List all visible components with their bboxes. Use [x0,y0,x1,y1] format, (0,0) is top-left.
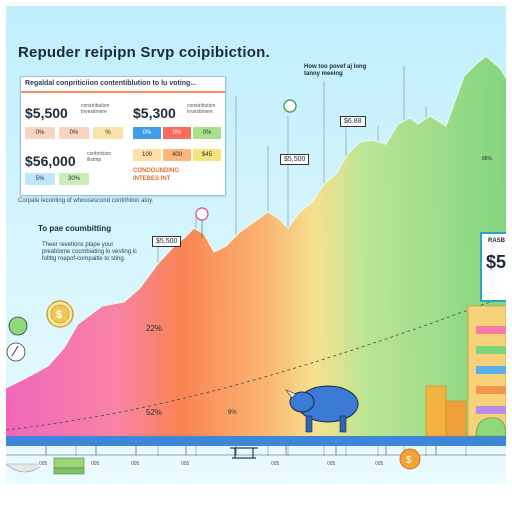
bench-icon [230,447,258,459]
amount-left-2: $56,000 [25,153,76,169]
summary-card: Regaldal conpriticiion contentiblution t… [20,76,226,196]
pill-r2-2: 0% [163,127,191,139]
pill-r1-2: 0% [59,127,89,139]
percent-label-1: 22% [146,324,163,333]
pill-r3-1: 5% [25,173,55,185]
tick-label: 005 [270,461,281,467]
dollar-coin-icon: $ [46,300,74,328]
value-tag-1: $5,500 [280,154,310,165]
note-title: To pae coumbitting [38,224,112,233]
pin-pink-icon [195,207,209,221]
amount-right: $5,300 [133,105,176,121]
tick-label: 005 [38,461,49,467]
plant-icon [475,417,506,437]
tick-label: 005 [326,461,337,467]
pill-r4-1: 100 [133,149,161,161]
amount-left-1: $5,500 [25,105,68,121]
percent-label-3: 9% [228,410,237,416]
page-title: Repuder reipipn Srvp coipibiction. [18,44,270,61]
baseline-bar [6,436,506,446]
coin-stacks-icon [425,305,506,437]
tick-label: 005 [90,461,101,467]
callout-text: How too povef aj long tanny meeing [304,64,367,77]
rhino-mascot-icon [285,385,359,433]
percent-label-2: 52% [146,408,163,417]
growth-line [6,55,506,389]
pill-r4-2: 400 [163,149,191,161]
pill-r2-1: 0% [133,127,161,139]
tick-label: 005 [130,461,141,467]
pill-r3-2: 30% [59,173,89,185]
pin-green-icon [283,99,297,113]
card-title: Regaldal conpriticiion contentiblution t… [25,80,197,87]
pill-r4-3: $45 [193,149,221,161]
pill-r1-3: % [93,127,123,139]
svg-text:$: $ [56,309,62,321]
note-body: Theer revetions plape your preablome coc… [42,242,138,262]
contribution-label-a: constribution Investimere [81,103,110,115]
leaf-icon [6,316,28,362]
side-card-amount: $5 [486,252,506,272]
coin-icon [399,448,421,470]
compounding-label: CONDOUNDING INTEBES INT [133,168,179,182]
value-tag-3: $6.88 [340,116,366,127]
tick-label: 005 [374,461,385,467]
cash-stack-icon [53,457,85,475]
canvas: $ $ Repuder reipipn Srvp coipibiction. [6,6,506,484]
value-tag-2: $5,500 [152,236,182,247]
percent-label-4: 88% [482,156,493,162]
pill-r1-1: 0% [25,127,55,139]
svg-text:$: $ [406,455,412,466]
contribution-label-b: constribution Investimere [187,103,216,115]
tick-label: 005 [180,461,191,467]
side-summary-card: RASB $5 [480,232,506,302]
card-divider [21,91,225,93]
pill-r2-3: 0% [193,127,221,139]
contribution-label-c: conbriction ilistmp [87,151,112,163]
card-caption: Corpate leconting of whoosescond contrih… [18,198,154,204]
growth-chart: $ $ [6,55,506,475]
side-card-label: RASB [488,238,506,244]
